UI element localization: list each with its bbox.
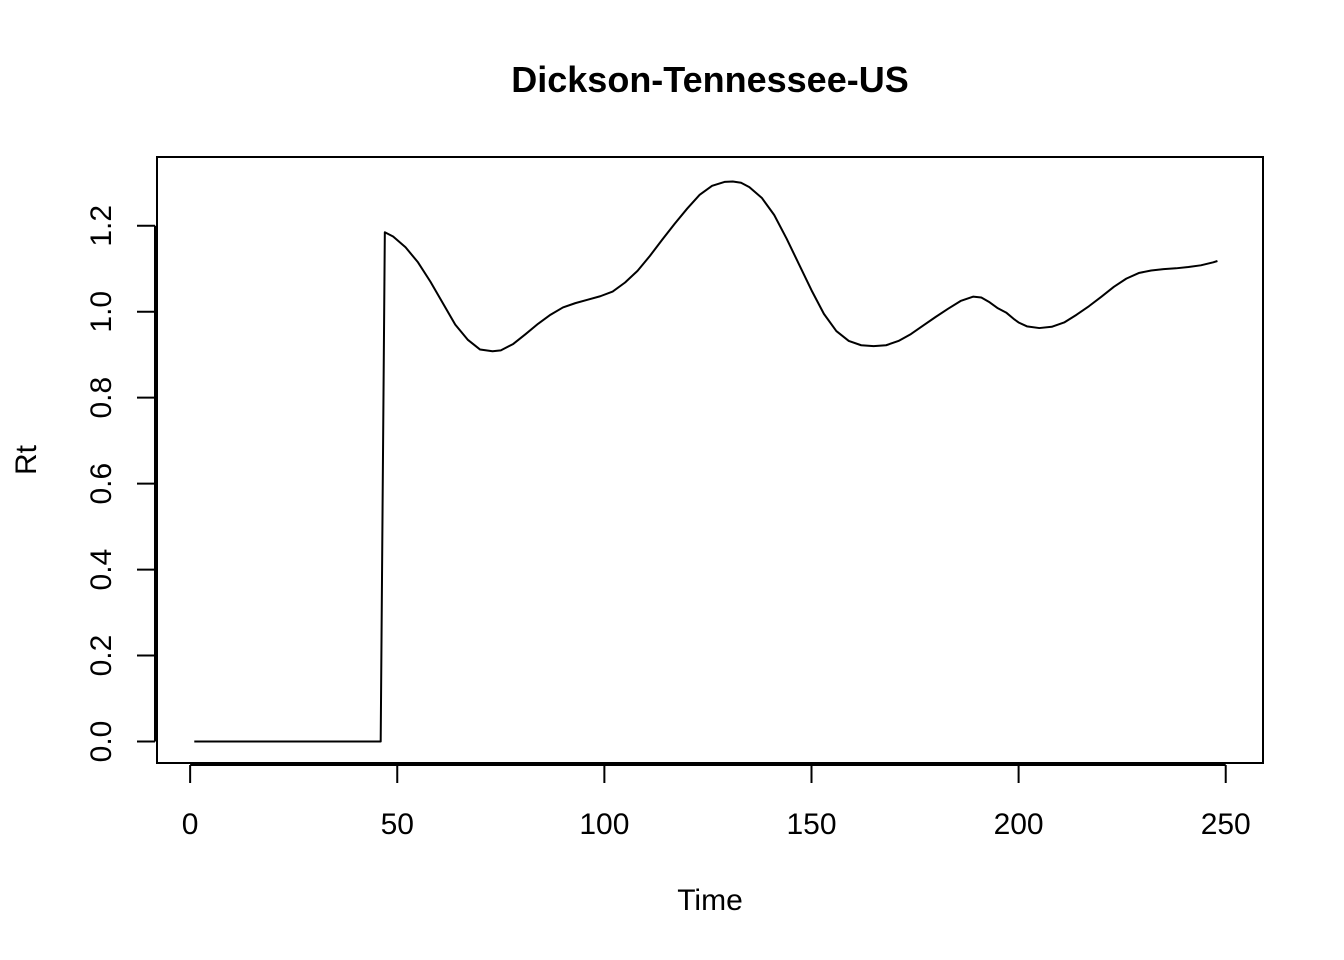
x-tick-label: 200	[994, 808, 1044, 841]
x-axis-label: Time	[677, 884, 743, 917]
y-tick-label: 0.4	[85, 549, 118, 591]
x-tick-label: 0	[182, 808, 199, 841]
rt-series-line	[194, 180, 1218, 743]
y-axis: 0.0 0.2 0.4 0.6 0.8 1.0 1.2	[85, 205, 156, 763]
y-axis-label: Rt	[10, 444, 43, 475]
y-tick-label: 0.8	[85, 377, 118, 419]
y-tick-label: 0.6	[85, 463, 118, 505]
y-tick-label: 0.2	[85, 635, 118, 677]
x-axis: 0 50 100 150 200 250	[182, 764, 1251, 841]
y-tick-label: 0.0	[85, 721, 118, 763]
y-tick-label: 1.2	[85, 205, 118, 247]
x-tick-label: 150	[786, 808, 836, 841]
plot-frame	[156, 156, 1264, 764]
chart-title: Dickson-Tennessee-US	[511, 59, 908, 100]
x-tick-label: 250	[1201, 808, 1251, 841]
x-tick-label: 100	[579, 808, 629, 841]
y-tick-label: 1.0	[85, 291, 118, 333]
x-tick-label: 50	[381, 808, 414, 841]
